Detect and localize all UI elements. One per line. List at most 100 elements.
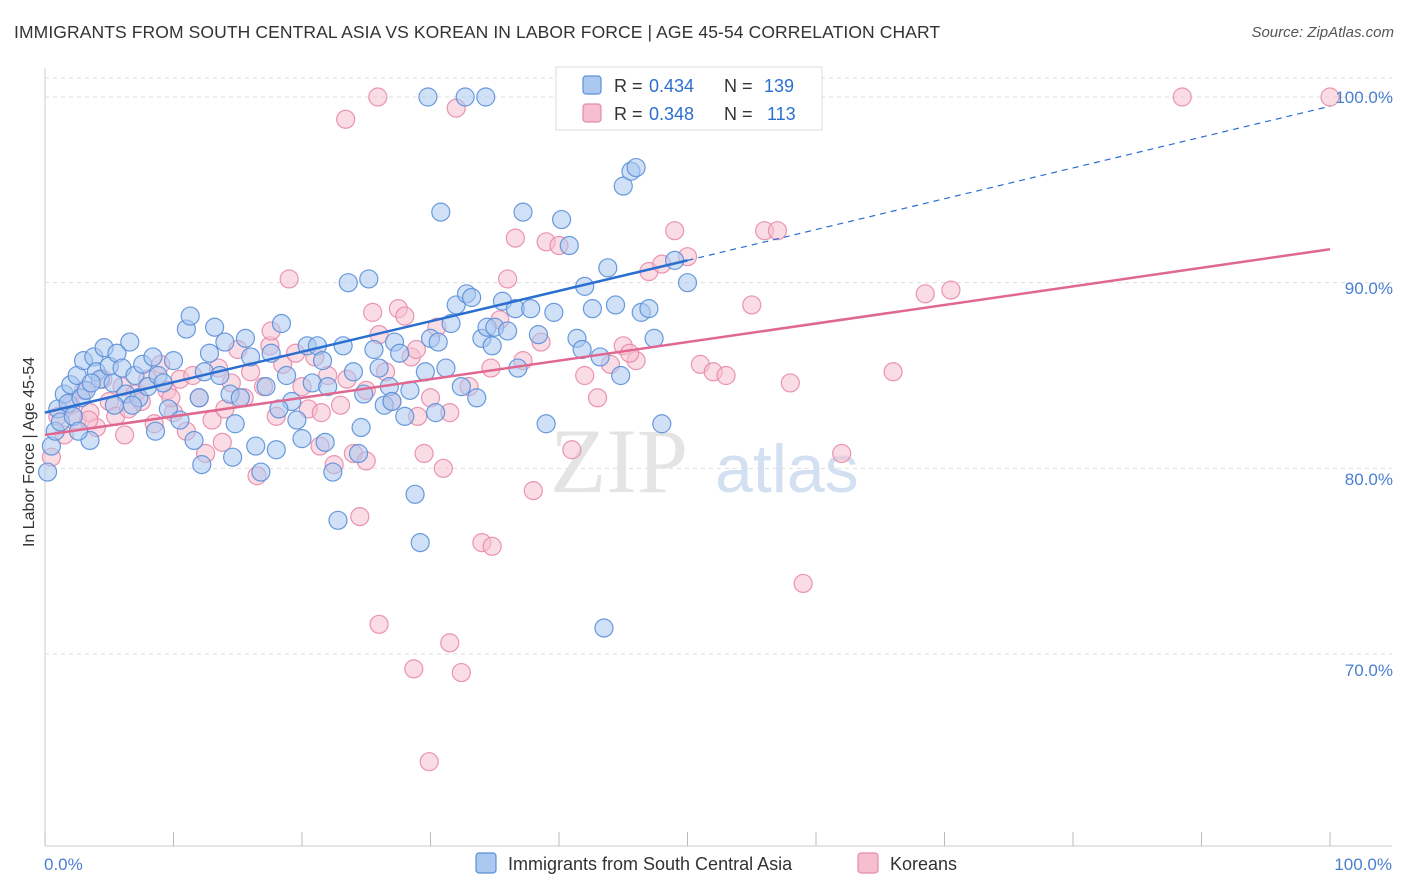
south-central-asia-trend-extension [687, 105, 1331, 261]
south-central-asia-point-36 [184, 430, 204, 451]
south-central-asia-point-90 [462, 287, 482, 308]
legend-n-value-pink: 113 [767, 104, 796, 124]
south-central-asia-point-130 [351, 417, 371, 438]
south-central-asia-point-103 [551, 209, 572, 230]
south-central-asia-point-42 [215, 332, 235, 352]
y-axis-title: In Labor Force | Age 45-54 [21, 357, 38, 547]
koreans-point-100 [404, 659, 424, 679]
south-central-asia-point-68 [348, 443, 369, 464]
koreans-point-89 [767, 221, 788, 241]
y-tick-label-90: 90.0% [1345, 279, 1393, 298]
south-central-asia-point-122 [594, 618, 614, 638]
koreans-point-90 [780, 373, 800, 393]
koreans-point-102 [440, 633, 460, 653]
south-central-asia-point-121 [476, 87, 496, 107]
koreans-point-42 [311, 403, 331, 423]
south-central-asia-point-53 [271, 313, 292, 334]
south-central-asia-point-111 [613, 176, 633, 196]
south-central-asia-point-117 [665, 250, 685, 270]
legend-r-label-pink: R = [614, 104, 643, 124]
south-central-asia-point-126 [192, 455, 212, 475]
south-central-asia-point-52 [266, 440, 286, 460]
koreans-point-91 [793, 573, 813, 594]
south-central-asia-point-40 [205, 317, 225, 337]
south-central-asia-point-88 [451, 377, 471, 397]
koreans-point-87 [742, 295, 762, 315]
source-credit: Source: ZipAtlas.com [1251, 24, 1394, 41]
south-central-asia-point-137 [644, 328, 664, 348]
legend-r-label-blue: R = [614, 76, 643, 96]
south-central-asia-point-46 [235, 328, 256, 348]
chart-title: IMMIGRANTS FROM SOUTH CENTRAL ASIA VS KO… [14, 22, 941, 42]
south-central-asia-point-120 [455, 87, 475, 107]
south-central-asia-point-63 [323, 462, 343, 482]
koreans-point-108 [212, 432, 232, 452]
south-central-asia-point-0 [37, 462, 58, 482]
trend-lines [44, 105, 1331, 437]
south-central-asia-point-19 [103, 373, 123, 393]
koreans-point-94 [915, 284, 935, 304]
south-central-asia-point-115 [639, 299, 659, 319]
koreans-point-76 [587, 388, 608, 408]
koreans-point-99 [369, 614, 389, 634]
south-central-asia-point-104 [559, 235, 579, 256]
koreans-point-95 [941, 280, 961, 300]
south-central-asia-point-32 [163, 351, 184, 371]
south-central-asia-point-62 [318, 377, 338, 397]
south-central-asia-point-37 [189, 388, 209, 408]
koreans-point-101 [419, 752, 439, 772]
south-central-asia-point-23 [120, 332, 140, 352]
south-central-asia-point-133 [482, 336, 502, 356]
koreans-point-86 [716, 365, 736, 386]
koreans-point-50 [363, 302, 383, 322]
south-central-asia-points [37, 87, 698, 638]
south-central-asia-point-35 [180, 306, 200, 326]
legend-r-value-blue: 0.434 [649, 76, 694, 96]
koreans-point-61 [433, 458, 453, 478]
south-central-asia-point-44 [225, 414, 245, 434]
south-central-asia-point-125 [145, 421, 166, 441]
koreans-point-92 [832, 443, 852, 464]
south-central-asia-point-39 [199, 343, 220, 363]
south-central-asia-point-119 [418, 87, 438, 107]
south-central-asia-point-96 [498, 321, 518, 341]
koreans-point-82 [665, 221, 685, 241]
koreans-point-69 [505, 228, 525, 248]
koreans-point-48 [350, 507, 370, 527]
koreans-point-96 [1172, 87, 1192, 107]
south-central-asia-point-85 [436, 358, 456, 378]
legend-swatch-blue [582, 75, 602, 95]
koreans-point-66 [482, 536, 502, 556]
koreans-point-106 [115, 425, 135, 445]
south-central-asia-point-56 [287, 410, 307, 430]
koreans-point-58 [414, 443, 434, 464]
south-central-asia-point-110 [605, 295, 626, 315]
south-central-asia-point-80 [410, 532, 430, 553]
south-central-asia-point-132 [428, 332, 448, 352]
south-central-asia-point-84 [431, 202, 451, 222]
stats-legend: R = 0.434 N = 139 R = 0.348 N = 113 [555, 66, 823, 131]
koreans-point-103 [451, 662, 471, 683]
south-central-asia-point-129 [315, 432, 335, 452]
series-legend-label-blue: Immigrants from South Central Asia [508, 854, 793, 874]
south-central-asia-point-71 [364, 339, 384, 360]
koreans-point-74 [562, 440, 582, 460]
x-tick-label-max: 100.0% [1334, 855, 1392, 874]
south-central-asia-point-28 [143, 347, 163, 367]
legend-r-value-pink: 0.348 [649, 104, 694, 124]
koreans-point-93 [883, 362, 903, 382]
south-central-asia-point-72 [369, 358, 389, 378]
legend-swatch-pink [582, 103, 602, 123]
south-central-asia-point-49 [251, 462, 271, 482]
koreans-point-55 [395, 306, 415, 326]
south-central-asia-point-100 [528, 325, 549, 345]
series-legend-swatch-blue [475, 852, 497, 874]
south-central-asia-point-113 [626, 157, 646, 178]
south-central-asia-point-127 [223, 447, 243, 467]
south-central-asia-point-66 [338, 273, 358, 293]
koreans-point-45 [330, 395, 351, 415]
south-central-asia-point-67 [343, 362, 363, 382]
koreans-point-37 [279, 269, 299, 289]
south-central-asia-point-131 [382, 391, 402, 412]
